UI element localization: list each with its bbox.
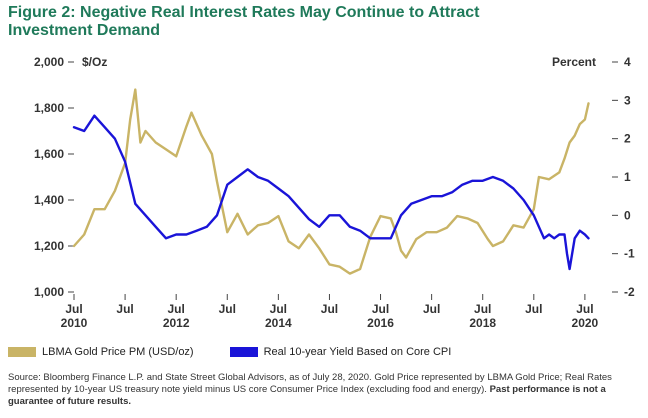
right-axis-tick-label: 3 [624,93,631,107]
x-axis-tick-year: 2010 [61,316,88,330]
series-line-real-yield [72,114,590,271]
series-line-gold-price [72,88,590,275]
left-axis-tick-label: 1,600 [34,147,64,161]
x-axis-tick-month: Jul [576,302,593,316]
x-axis-tick-year: 2012 [163,316,190,330]
x-axis-tick-year: 2020 [572,316,599,330]
x-axis-tick-month: Jul [65,302,82,316]
left-axis-tick-label: 1,400 [34,193,64,207]
source-disclaimer: Past performance is not a guarantee of f… [8,384,606,407]
chart-title-line-1: Figure 2: Negative Real Interest Rates M… [8,4,480,21]
legend-label-yield: Real 10-year Yield Based on Core CPI [263,346,452,358]
right-axis-tick-label: -1 [624,247,635,261]
legend-swatch-yield [229,347,258,357]
x-axis-tick-month: Jul [372,302,389,316]
x-axis-tick-month: Jul [270,302,287,316]
legend-label-gold: LBMA Gold Price PM (USD/oz) [42,346,194,358]
right-axis-tick-label: 4 [624,55,631,69]
legend-item-yield: Real 10-year Yield Based on Core CPI [229,346,452,358]
left-axis-tick-label: 1,000 [34,285,64,299]
x-axis-tick-month: Jul [219,302,236,316]
legend-item-gold: LBMA Gold Price PM (USD/oz) [8,346,194,358]
source-note: Source: Bloomberg Finance L.P. and State… [8,372,636,408]
chart-title-line-2: Investment Demand [8,22,161,39]
x-axis-tick-month: Jul [321,302,338,316]
right-axis-unit: Percent [552,55,596,69]
source-text: Source: Bloomberg Finance L.P. and State… [8,372,612,395]
right-axis-tick-label: 2 [624,132,631,146]
x-axis-tick-month: Jul [423,302,440,316]
right-axis-tick-label: 1 [624,170,631,184]
left-axis-tick-label: 1,800 [34,101,64,115]
x-axis-tick-month: Jul [116,302,133,316]
chart-title: Figure 2: Negative Real Interest Rates M… [8,4,608,40]
left-axis-tick-label: 2,000 [34,55,64,69]
x-axis-tick-year: 2014 [265,316,292,330]
right-axis-tick-label: -2 [624,285,635,299]
chart-legend: LBMA Gold Price PM (USD/oz) Real 10-year… [8,346,487,358]
right-axis-tick-label: 0 [624,208,631,222]
left-axis-tick-label: 1,200 [34,239,64,253]
x-axis-tick-month: Jul [168,302,185,316]
left-axis-unit: $/Oz [82,55,107,69]
chart-canvas: 2,000 1,800 1,600 1,400 1,200 1,000 4 3 2 1 0 -1 -2 $… [34,55,635,330]
x-axis-tick-year: 2018 [469,316,496,330]
x-axis-tick-year: 2016 [367,316,394,330]
legend-swatch-gold [8,347,36,357]
x-axis-tick-month: Jul [474,302,491,316]
x-axis-tick-month: Jul [525,302,542,316]
